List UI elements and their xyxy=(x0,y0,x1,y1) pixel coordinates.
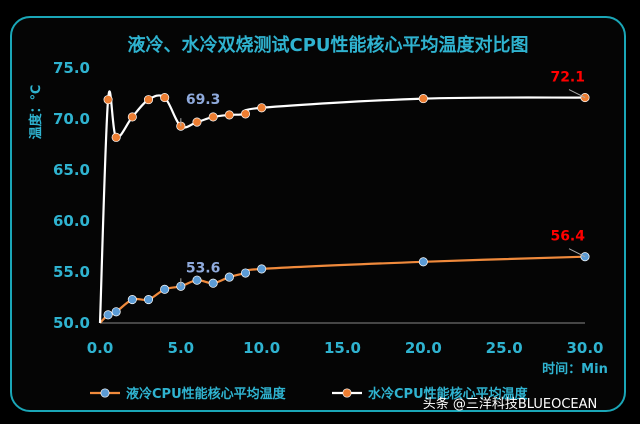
y-axis-title: 温度：℃ xyxy=(28,85,44,140)
series-point xyxy=(192,275,202,285)
series-point xyxy=(418,257,428,267)
axes: 0.0 5.0 10.0 15.0 20.0 25.0 30.0 50.0 55.0 60.0 65… xyxy=(53,59,604,357)
y-tick-label: 60.0 xyxy=(53,212,90,230)
legend-label: 水冷CPU性能核心平均温度 xyxy=(368,386,529,402)
x-tick-label: 10.0 xyxy=(243,339,280,357)
series-point xyxy=(160,284,170,294)
series-point xyxy=(103,310,113,320)
data-labels: 53.6 56.4 69.3 72.1 xyxy=(186,70,585,277)
series-markers xyxy=(103,93,590,320)
y-tick-label: 65.0 xyxy=(53,161,90,179)
series-point xyxy=(143,294,154,305)
series-point xyxy=(224,272,234,282)
chart-title: 液冷、水冷双烧测试CPU性能核心平均温度对比图 xyxy=(127,34,528,56)
series-point xyxy=(257,264,267,274)
x-axis-title: 时间：Min xyxy=(542,361,608,377)
series-point xyxy=(208,112,218,122)
series-point xyxy=(224,110,234,120)
y-tick-label: 55.0 xyxy=(53,263,90,281)
series-point xyxy=(418,94,428,104)
label-leader-line xyxy=(568,248,586,258)
legend: 液冷CPU性能核心平均温度 水冷CPU性能核心平均温度 xyxy=(90,386,529,402)
series-point xyxy=(111,307,121,317)
series-point xyxy=(160,93,170,103)
data-label: 69.3 xyxy=(186,92,221,108)
x-tick-label: 25.0 xyxy=(486,339,523,357)
legend-swatch-marker xyxy=(342,388,352,398)
label-leaders xyxy=(180,89,586,287)
data-label: 53.6 xyxy=(186,260,221,276)
series-point xyxy=(192,117,202,127)
legend-swatch-marker xyxy=(100,388,110,398)
series-point xyxy=(240,109,251,119)
series-line xyxy=(99,255,586,324)
series-point xyxy=(143,95,154,105)
y-tick-label: 75.0 xyxy=(53,59,90,77)
series-point xyxy=(111,132,121,142)
series-point xyxy=(127,294,137,305)
label-leader-line xyxy=(568,89,586,99)
x-tick-label: 20.0 xyxy=(405,339,442,357)
data-label: 72.1 xyxy=(550,70,585,86)
y-tick-label: 70.0 xyxy=(53,110,90,128)
watermark-text: 头条 @三洋科技BLUEOCEAN xyxy=(423,396,598,412)
x-tick-label: 0.0 xyxy=(87,339,114,357)
series-point xyxy=(127,112,137,122)
series-point xyxy=(257,103,267,113)
x-tick-label: 15.0 xyxy=(324,339,361,357)
chart-frame xyxy=(10,16,626,412)
data-label: 56.4 xyxy=(550,229,585,245)
series-lines xyxy=(98,90,586,324)
x-tick-label: 30.0 xyxy=(566,339,603,357)
x-tick-label: 5.0 xyxy=(168,339,195,357)
series-point xyxy=(103,95,113,105)
series-line xyxy=(98,90,586,324)
series-point xyxy=(208,278,218,288)
legend-label: 液冷CPU性能核心平均温度 xyxy=(126,386,287,402)
series-point xyxy=(240,268,251,278)
y-tick-label: 50.0 xyxy=(53,314,90,332)
